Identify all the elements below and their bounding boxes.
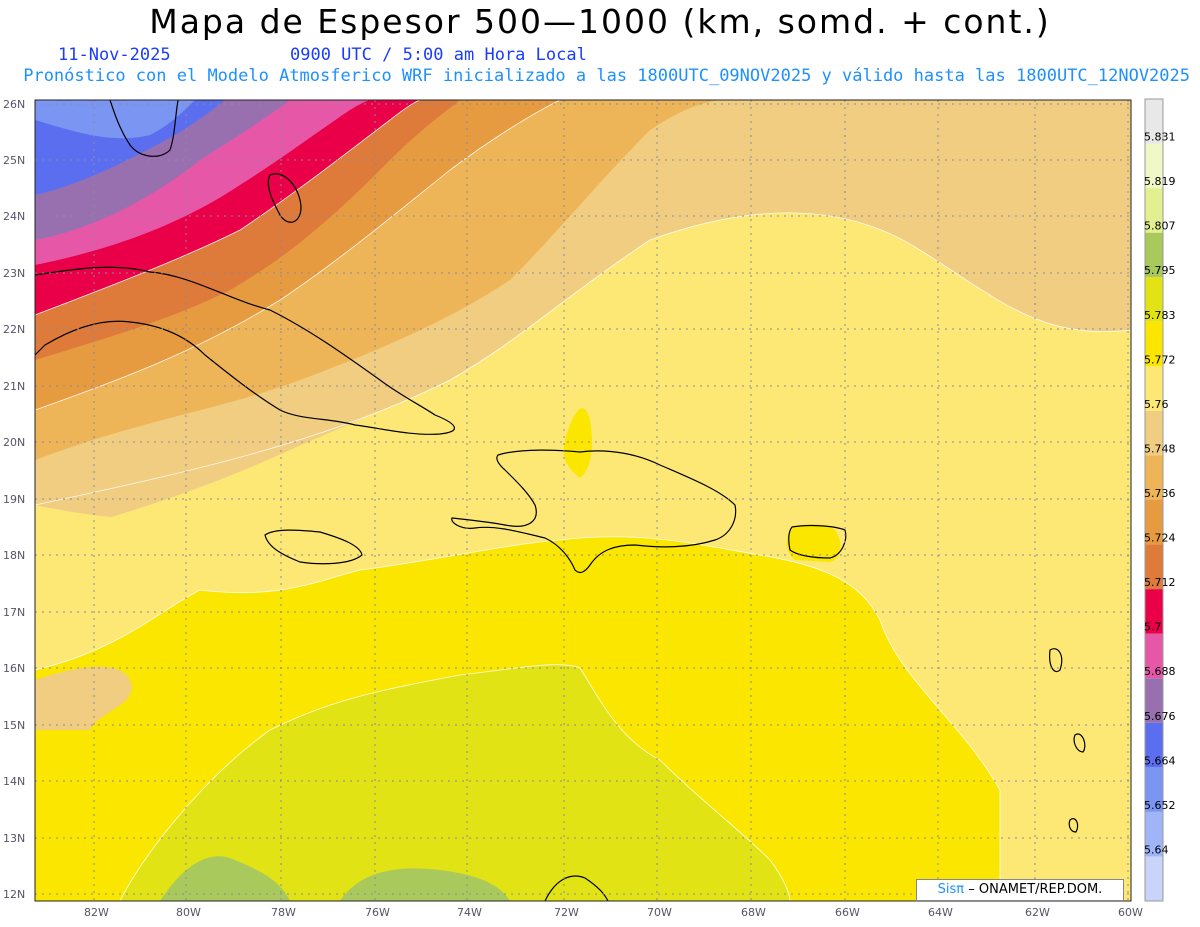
colorbar-swatch bbox=[1145, 143, 1163, 189]
hispaniola-coast bbox=[451, 449, 737, 574]
lon-label: 68W bbox=[741, 906, 766, 919]
sispi-logo-text: Sisπ bbox=[937, 882, 965, 897]
colorbar-label: 5.7 bbox=[1144, 621, 1162, 634]
puerto-rico-coast bbox=[788, 524, 847, 559]
credit-text: – ONAMET/REP.DOM. bbox=[968, 882, 1103, 897]
credit-box: Sisπ – ONAMET/REP.DOM. bbox=[916, 879, 1124, 901]
colorbar-label: 5.783 bbox=[1144, 309, 1176, 322]
lon-label: 76W bbox=[365, 906, 390, 919]
colorbar-label: 5.772 bbox=[1144, 353, 1176, 366]
colorbar-label: 5.724 bbox=[1144, 532, 1176, 545]
thickness-map: 26N 25N 24N 23N 22N 21N 20N 19N 18N 17N … bbox=[3, 98, 1176, 919]
colorbar-label: 5.652 bbox=[1144, 799, 1176, 812]
colorbar-label: 5.736 bbox=[1144, 487, 1176, 500]
lon-label: 60W bbox=[1118, 906, 1143, 919]
lat-label: 23N bbox=[3, 267, 25, 280]
colorbar-label: 5.807 bbox=[1144, 220, 1176, 233]
thickness-contours bbox=[35, 100, 1131, 901]
colorbar-label: 5.76 bbox=[1144, 398, 1169, 411]
colorbar-swatch bbox=[1145, 455, 1163, 500]
venezuela-coast bbox=[544, 875, 609, 901]
latitude-labels: 26N 25N 24N 23N 22N 21N 20N 19N 18N 17N … bbox=[3, 98, 25, 901]
colorbar-swatch bbox=[1145, 856, 1163, 901]
lon-label: 64W bbox=[928, 906, 953, 919]
colorbar-label: 5.748 bbox=[1144, 442, 1176, 455]
lat-label: 26N bbox=[3, 98, 25, 111]
colorbar-label: 5.795 bbox=[1144, 264, 1176, 277]
lesser-antilles bbox=[1049, 648, 1086, 833]
lon-label: 66W bbox=[835, 906, 860, 919]
florida-coast bbox=[109, 100, 179, 157]
lon-label: 78W bbox=[271, 906, 296, 919]
colorbar-swatch bbox=[1145, 500, 1163, 545]
colorbar-label: 5.688 bbox=[1144, 665, 1176, 678]
lat-label: 17N bbox=[3, 606, 25, 619]
colorbar-swatch bbox=[1145, 633, 1163, 679]
forecast-time: 0900 UTC / 5:00 am Hora Local bbox=[290, 45, 587, 65]
colorbar-frame bbox=[1144, 98, 1164, 902]
colorbar-swatch bbox=[1145, 277, 1163, 322]
map-title: Mapa de Espesor 500—1000 (km, somd. + co… bbox=[149, 2, 1051, 41]
bahamas-andros bbox=[267, 173, 302, 223]
colorbar-swatch bbox=[1145, 544, 1163, 590]
model-subtitle: Pronóstico con el Modelo Atmosferico WRF… bbox=[23, 66, 1190, 86]
graticule bbox=[35, 100, 1131, 901]
lon-label: 70W bbox=[647, 906, 672, 919]
lat-label: 18N bbox=[3, 549, 25, 562]
colorbar-label: 5.664 bbox=[1144, 754, 1176, 767]
lon-label: 72W bbox=[554, 906, 579, 919]
colorbar-swatch bbox=[1145, 232, 1163, 278]
colorbar-label: 5.676 bbox=[1144, 710, 1176, 723]
jamaica-coast bbox=[264, 529, 363, 565]
colorbar-swatch bbox=[1145, 99, 1163, 144]
colorbar-label: 5.64 bbox=[1144, 843, 1169, 856]
lat-label: 19N bbox=[3, 493, 25, 506]
colorbar-label: 5.712 bbox=[1144, 576, 1176, 589]
colorbar-swatch bbox=[1145, 722, 1163, 768]
colorbar-label: 5.831 bbox=[1144, 131, 1176, 144]
lon-label: 82W bbox=[84, 906, 109, 919]
lat-label: 24N bbox=[3, 210, 25, 223]
coastlines bbox=[35, 100, 1086, 901]
lat-label: 14N bbox=[3, 775, 25, 788]
lon-label: 62W bbox=[1025, 906, 1050, 919]
lon-label: 74W bbox=[457, 906, 482, 919]
colorbar-swatch bbox=[1145, 366, 1163, 411]
lat-label: 15N bbox=[3, 719, 25, 732]
forecast-date: 11-Nov-2025 bbox=[58, 45, 171, 65]
colorbar-label: 5.819 bbox=[1144, 175, 1176, 188]
lat-label: 25N bbox=[3, 154, 25, 167]
lon-label: 80W bbox=[176, 906, 201, 919]
colorbar-swatch bbox=[1145, 188, 1163, 233]
lat-label: 13N bbox=[3, 832, 25, 845]
longitude-labels: 82W 80W 78W 76W 74W 72W 70W 68W 66W 64W … bbox=[84, 906, 1143, 919]
colorbar-swatch bbox=[1145, 767, 1163, 812]
colorbar-swatch bbox=[1145, 678, 1163, 723]
lat-label: 20N bbox=[3, 436, 25, 449]
colorbar-swatch bbox=[1145, 410, 1163, 456]
colorbar: 5.64 5.652 5.664 5.676 5.688 5.7 5.712 5.724 5.7… bbox=[1144, 98, 1176, 902]
map-frame bbox=[34, 99, 1132, 902]
lat-label: 16N bbox=[3, 662, 25, 675]
lat-label: 22N bbox=[3, 323, 25, 336]
colorbar-swatch bbox=[1145, 589, 1163, 634]
lat-label: 12N bbox=[3, 888, 25, 901]
lat-label: 21N bbox=[3, 380, 25, 393]
colorbar-swatch bbox=[1145, 811, 1163, 857]
colorbar-swatch bbox=[1145, 321, 1163, 367]
cuba-coast bbox=[35, 266, 455, 435]
thickness-fill bbox=[35, 100, 1131, 901]
